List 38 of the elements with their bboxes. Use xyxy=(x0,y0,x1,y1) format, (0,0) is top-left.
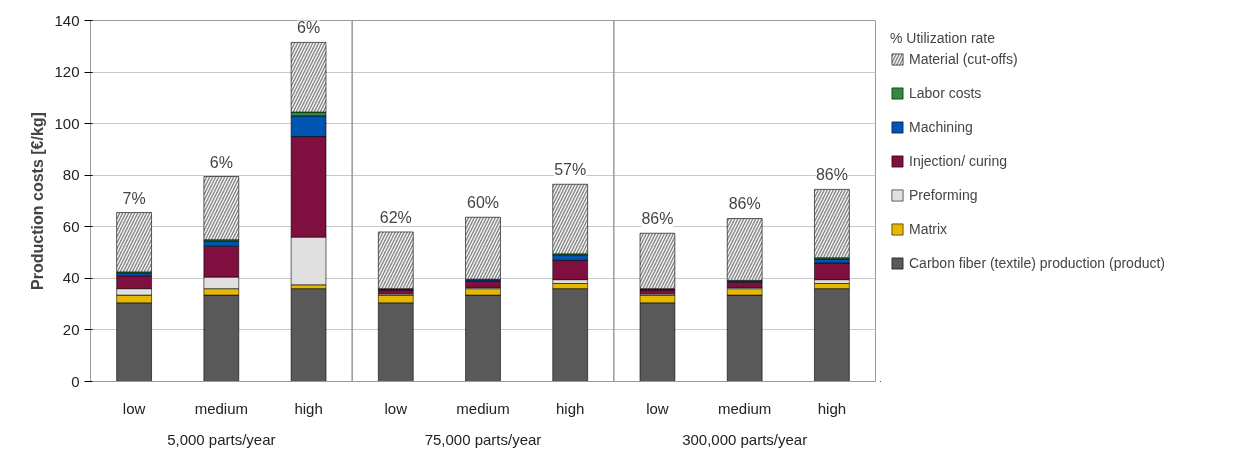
legend-label: Material (cut-offs) xyxy=(909,51,1018,67)
y-tick-label: 140 xyxy=(54,11,80,29)
text: 5,000 parts/year xyxy=(167,430,276,448)
annotation: 6% xyxy=(296,19,321,37)
x-tick-label: medium xyxy=(456,399,510,417)
x-tick-label: medium xyxy=(717,399,772,417)
legend-title: % Utilization rate xyxy=(890,30,997,46)
y-tick-label: 100 xyxy=(54,114,80,132)
y-tick-label: 60 xyxy=(62,217,80,235)
legend-label: Machining xyxy=(909,119,973,135)
annotation: 86% xyxy=(815,166,848,184)
annotation: 57% xyxy=(554,161,587,179)
y-tick-label: 120 xyxy=(54,63,80,81)
y-tick-label: 40 xyxy=(62,269,80,287)
legend-label: Preforming xyxy=(909,187,978,203)
x-tick-label: low xyxy=(646,399,669,417)
x-tick-label: high xyxy=(817,399,847,417)
legend-label: Labor costs xyxy=(909,85,982,101)
x-tick-label: high xyxy=(294,399,323,417)
text: 75,000 parts/year xyxy=(424,430,542,448)
y-tick-label: 20 xyxy=(62,320,80,338)
x-tick-label: low xyxy=(384,399,408,417)
legend-label: Injection/ curing xyxy=(909,153,1008,169)
y-axis-title: Production costs [€/kg] xyxy=(29,112,47,290)
annotation: 86% xyxy=(641,210,674,228)
annotation: 6% xyxy=(209,153,233,171)
x-tick-label: low xyxy=(122,399,146,417)
x-tick-label: medium xyxy=(194,399,249,417)
x-tick-label: high xyxy=(556,399,585,417)
legend-label: Matrix xyxy=(909,221,948,237)
legend-label: Carbon fiber (textile) production (product) xyxy=(909,255,1166,271)
annotation: 86% xyxy=(728,194,761,212)
y-tick-label: 80 xyxy=(62,166,80,184)
annotation: 7% xyxy=(122,189,146,207)
y-tick-label: 0 xyxy=(71,372,80,390)
annotation: 62% xyxy=(379,208,412,226)
text: 300,000 parts/year xyxy=(682,430,808,448)
annotation: 60% xyxy=(466,194,500,212)
